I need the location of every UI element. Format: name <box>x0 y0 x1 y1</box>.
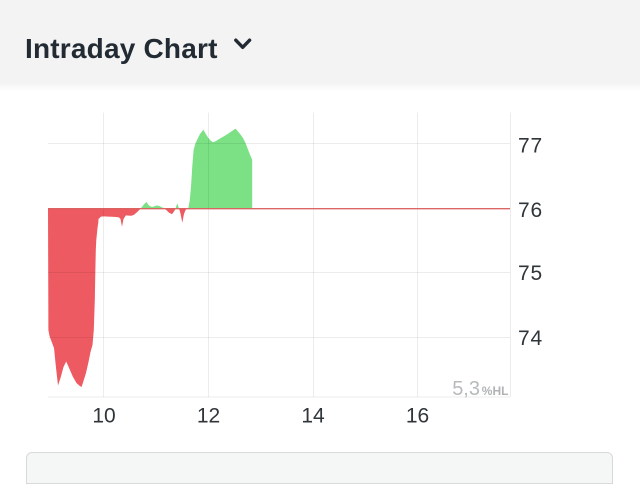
svg-text:12: 12 <box>197 405 220 428</box>
svg-text:5,3: 5,3 <box>452 378 480 400</box>
svg-text:%HL: %HL <box>482 384 509 398</box>
svg-text:16: 16 <box>406 405 429 428</box>
svg-text:77: 77 <box>518 135 543 158</box>
svg-text:76: 76 <box>518 199 543 222</box>
svg-text:74: 74 <box>518 327 543 350</box>
svg-text:14: 14 <box>301 405 325 428</box>
svg-text:75: 75 <box>518 262 543 285</box>
svg-text:10: 10 <box>92 405 115 428</box>
